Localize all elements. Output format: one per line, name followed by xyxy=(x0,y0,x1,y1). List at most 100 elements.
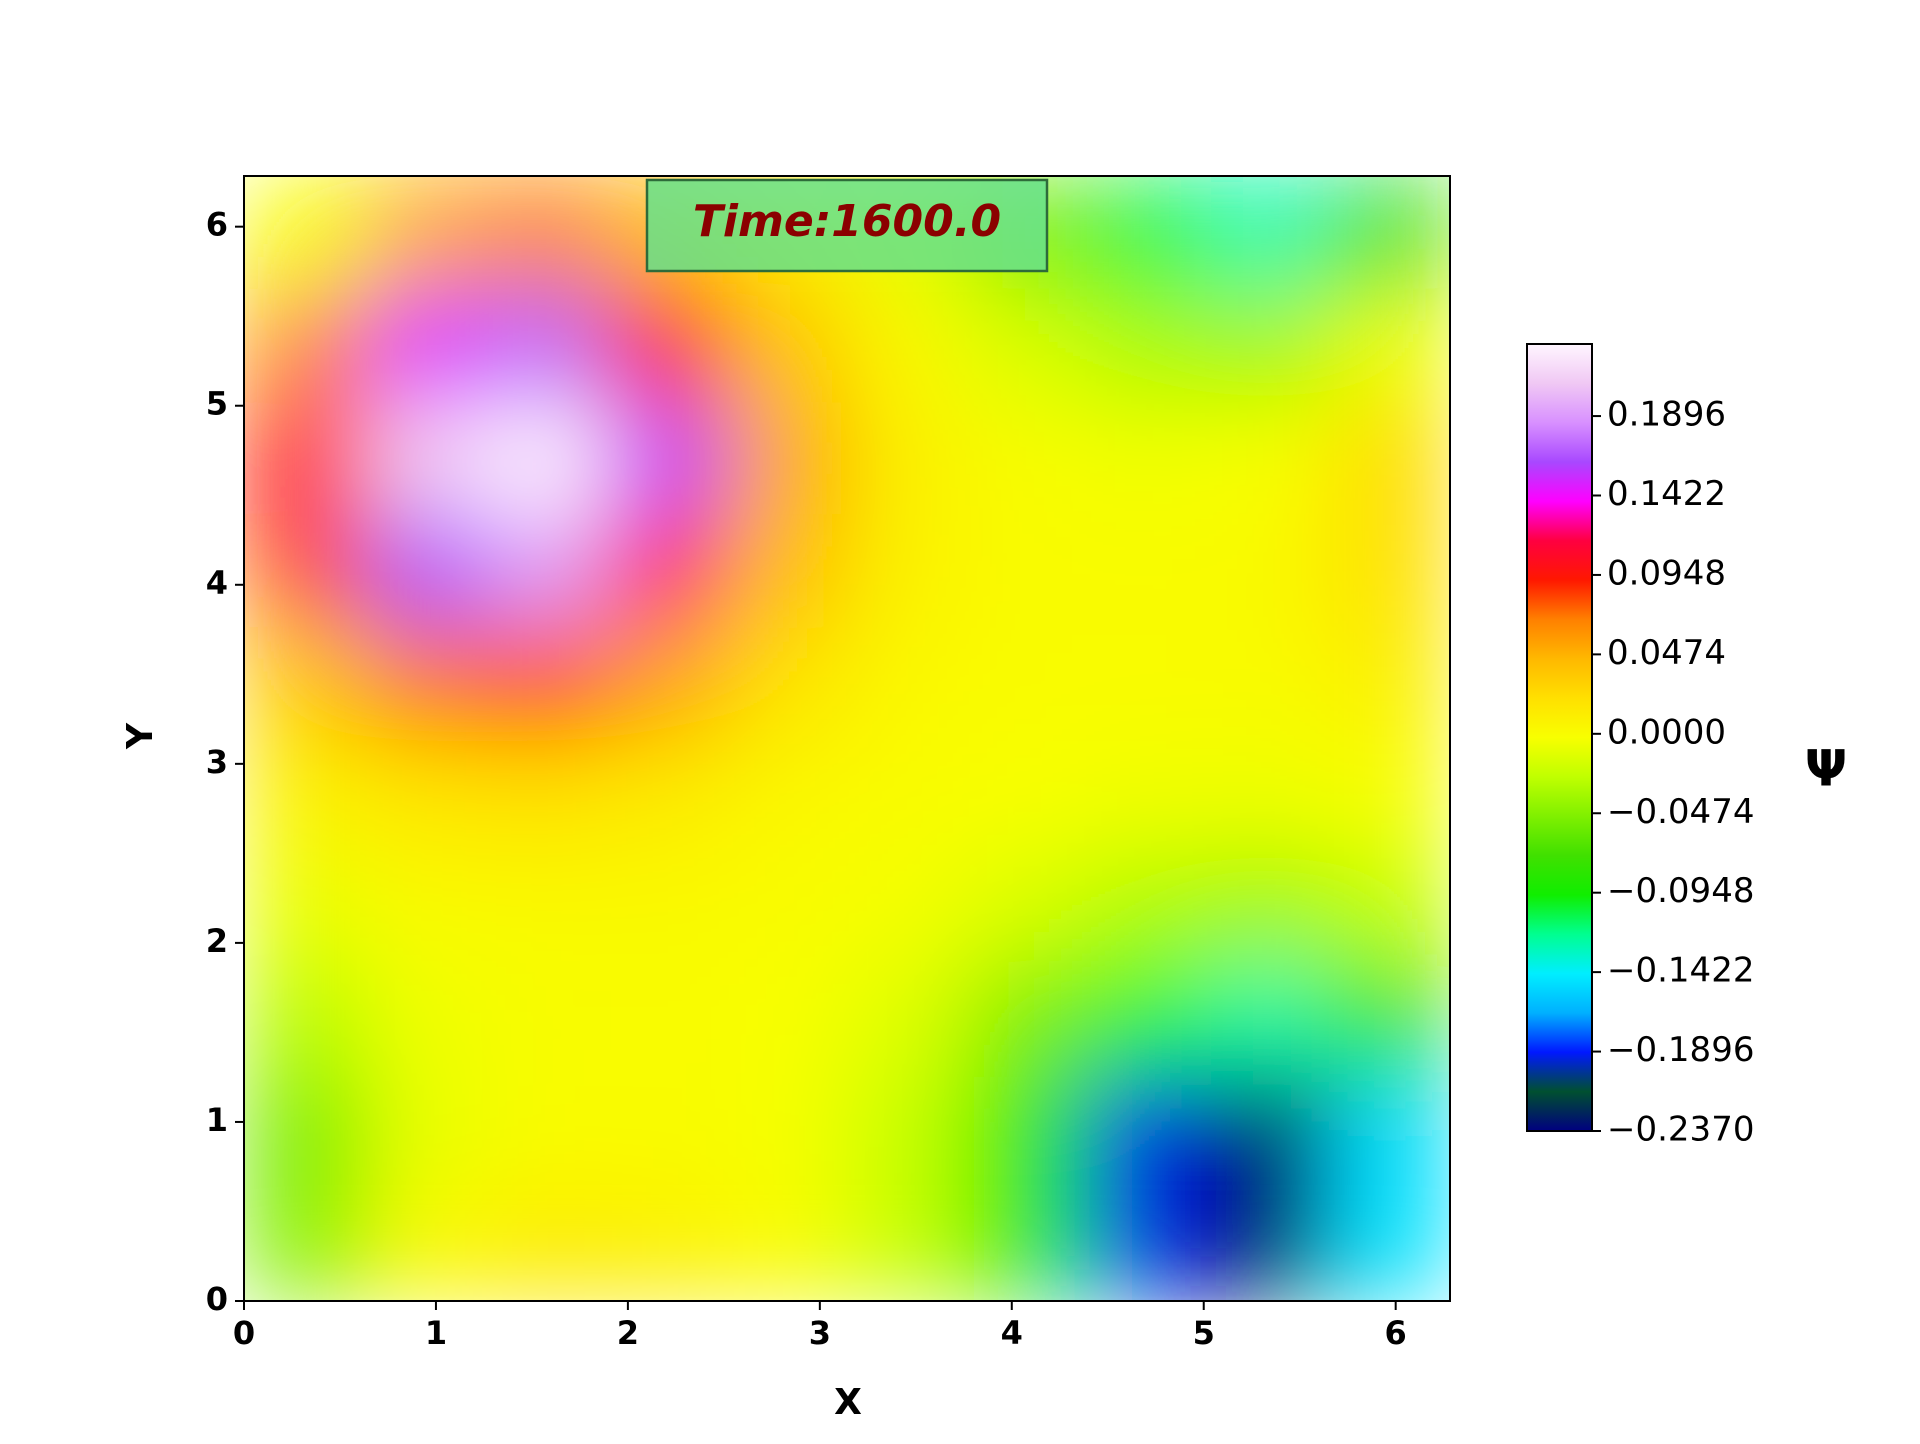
field-cell xyxy=(605,1075,728,1190)
field-cell xyxy=(847,287,969,402)
field-cell xyxy=(1328,625,1450,739)
field-cell xyxy=(967,1188,1089,1301)
field-cell xyxy=(605,962,728,1077)
y-tick-label: 3 xyxy=(206,743,228,781)
field-cell xyxy=(605,850,728,964)
field-cell xyxy=(1208,962,1330,1077)
field-cell xyxy=(726,513,849,627)
axes-frame xyxy=(243,175,1451,1302)
field-cell xyxy=(244,400,365,515)
field-cell xyxy=(1208,176,1330,289)
field-cell xyxy=(967,1075,1089,1190)
field-cell xyxy=(1328,1075,1450,1190)
field-cell xyxy=(484,737,607,852)
field-cell xyxy=(605,400,728,515)
field-cell xyxy=(244,850,365,964)
field-cell xyxy=(967,850,1089,964)
field-cell xyxy=(1087,1075,1210,1190)
field-cell xyxy=(1328,962,1450,1077)
y-tick-label: 4 xyxy=(206,564,228,602)
field-cell xyxy=(605,737,728,852)
field-cell xyxy=(726,400,849,515)
field-cell xyxy=(967,625,1089,739)
y-tick-label: 1 xyxy=(206,1101,228,1139)
field-cell xyxy=(363,400,486,515)
field-cell xyxy=(484,962,607,1077)
field-cell xyxy=(363,962,486,1077)
field-cell xyxy=(484,1188,607,1301)
field-cell xyxy=(1208,850,1330,964)
field-cell xyxy=(1087,962,1210,1077)
field-cell xyxy=(967,287,1089,402)
field-cell xyxy=(1328,176,1450,289)
field-cell xyxy=(847,1188,969,1301)
colorbar-tick-label: 0.1422 xyxy=(1607,474,1726,514)
field-cell xyxy=(244,1075,365,1190)
field-cell xyxy=(1328,287,1450,402)
colorbar-tick-label: −0.1422 xyxy=(1607,951,1754,991)
field-cell xyxy=(605,513,728,627)
field xyxy=(244,176,1450,1301)
field-cell xyxy=(363,287,486,402)
field-cell xyxy=(967,513,1089,627)
field-cell xyxy=(726,625,849,739)
field-cell xyxy=(244,513,365,627)
x-tick-label: 6 xyxy=(1385,1314,1407,1352)
colorbar-tick-label: −0.0948 xyxy=(1607,871,1754,911)
field-cell xyxy=(363,850,486,964)
annotation-box: Time:1600.0 xyxy=(645,178,1049,273)
colorbar-tick-label: 0.1896 xyxy=(1607,395,1726,435)
field-cell xyxy=(1208,513,1330,627)
field-cell xyxy=(1087,1188,1210,1301)
field-cell xyxy=(363,1075,486,1190)
field-cell xyxy=(847,850,969,964)
field-cell xyxy=(726,287,849,402)
x-tick-label: 3 xyxy=(809,1314,831,1352)
field-cell xyxy=(363,513,486,627)
y-tick-label: 0 xyxy=(206,1280,228,1318)
colorbar-tick-label: −0.1896 xyxy=(1607,1030,1754,1070)
field-cell xyxy=(847,513,969,627)
field-cell xyxy=(1328,737,1450,852)
field-cell xyxy=(1087,513,1210,627)
field-cell xyxy=(1328,513,1450,627)
field-cell xyxy=(244,1188,365,1301)
y-tick-label: 6 xyxy=(206,206,228,244)
field-cell xyxy=(847,1075,969,1190)
field-cell xyxy=(847,962,969,1077)
field-cell xyxy=(244,176,365,289)
field-cell xyxy=(1087,287,1210,402)
field-cell xyxy=(1328,400,1450,515)
field-cell xyxy=(1087,737,1210,852)
field-cell xyxy=(1208,737,1330,852)
field-cell xyxy=(363,1188,486,1301)
field-cell xyxy=(363,176,486,289)
field-cell xyxy=(1208,400,1330,515)
colorbar-tick-label: 0.0474 xyxy=(1607,633,1726,673)
field-cell xyxy=(1328,1188,1450,1301)
field-cell xyxy=(726,1188,849,1301)
field-cell xyxy=(1208,625,1330,739)
colorbar xyxy=(1526,343,1593,1132)
colorbar-tick-label: 0.0000 xyxy=(1607,712,1726,752)
field-cell xyxy=(605,625,728,739)
colorbar-label: Ψ xyxy=(1805,740,1847,798)
x-axis-label: X xyxy=(834,1382,862,1423)
colorbar-tick-label: 0.0948 xyxy=(1607,553,1726,593)
field-cell xyxy=(967,400,1089,515)
field-cell xyxy=(1328,850,1450,964)
field-cell xyxy=(244,625,365,739)
y-tick-label: 5 xyxy=(206,385,228,423)
field-cell xyxy=(1087,625,1210,739)
field-cell xyxy=(484,625,607,739)
field-cell xyxy=(967,737,1089,852)
field-cell xyxy=(726,962,849,1077)
field-cell xyxy=(726,737,849,852)
field-cell xyxy=(726,1075,849,1190)
field-cell xyxy=(1208,1188,1330,1301)
y-axis-label: Y xyxy=(120,722,161,750)
field-cell xyxy=(967,962,1089,1077)
field-cell xyxy=(1087,850,1210,964)
colorbar-tick-label: −0.0474 xyxy=(1607,792,1754,832)
